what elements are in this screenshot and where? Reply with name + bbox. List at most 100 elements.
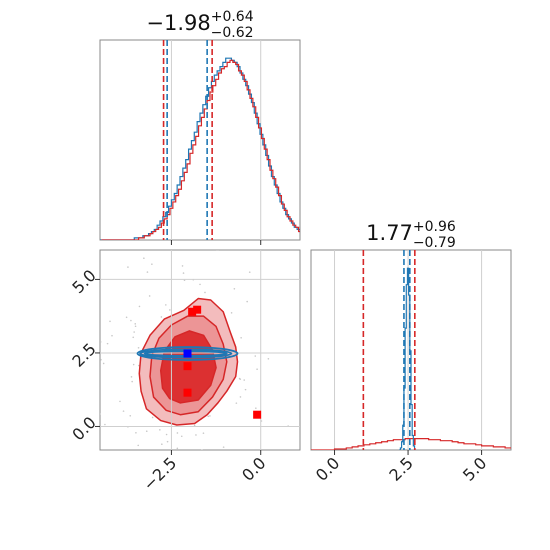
joint-sample-92 [244, 388, 247, 391]
joint-sample-111 [209, 415, 211, 417]
joint-sample-154 [181, 265, 184, 267]
joint-sample-141 [193, 424, 196, 427]
joint-sample-134 [134, 325, 137, 328]
joint-sample-73 [135, 431, 137, 434]
joint-sample-127 [159, 429, 161, 431]
hist-param2-xtick-label-1: 2.5 [385, 453, 416, 484]
joint-sample-102 [130, 319, 132, 322]
joint-sample-55 [127, 266, 129, 268]
joint-sample-84 [164, 304, 167, 306]
joint-sample-109 [151, 263, 153, 265]
joint-sample-29 [248, 271, 251, 273]
joint-sample-39 [177, 452, 179, 454]
joint-sample-99 [146, 271, 149, 273]
joint-sample-44 [137, 346, 140, 349]
hist-param2-series-1 [399, 267, 416, 450]
joint-sample-117 [240, 337, 242, 339]
joint-sample-23 [160, 316, 163, 318]
hist-param1-title: −1.98+0.64 −0.62 [146, 9, 253, 41]
hist-param2-frame [310, 249, 512, 451]
joint-sample-131 [122, 410, 125, 412]
joint-sample-40 [202, 432, 205, 434]
joint-sample-155 [133, 331, 135, 333]
joint-sample-82 [235, 402, 238, 404]
joint-xtick-label-0: −2.5 [139, 453, 180, 494]
joint-sample-37 [119, 400, 121, 403]
joint-sample-142 [233, 287, 236, 290]
joint-sample-122 [129, 414, 132, 417]
joint-sample-60 [125, 316, 128, 319]
joint-sample-28 [254, 355, 257, 357]
joint-sample-120 [180, 435, 183, 438]
joint-sample-124 [182, 272, 185, 274]
joint-sample-42 [246, 300, 248, 303]
joint-red-marker-4 [253, 410, 262, 419]
joint-red-marker-3 [183, 388, 192, 397]
joint-red-marker-2 [183, 362, 192, 371]
joint-sample-15 [137, 364, 140, 367]
hist-param2-xtick-label-2: 5.0 [459, 453, 490, 484]
joint-sample-144 [134, 323, 137, 325]
joint-sample-126 [255, 407, 257, 409]
joint-sample-153 [256, 368, 258, 370]
joint-sample-81 [138, 305, 141, 308]
joint-sample-21 [169, 487, 171, 489]
joint-sample-59 [176, 447, 179, 450]
joint-sample-89 [104, 423, 106, 426]
joint-sample-76 [132, 363, 135, 366]
joint-xtick-label-1: 0.0 [238, 453, 269, 484]
joint-blue-contour-2 [136, 346, 239, 361]
joint-sample-71 [267, 358, 270, 360]
joint-sample-67 [161, 443, 163, 446]
joint-sample-103 [177, 475, 179, 477]
joint-sample-50 [183, 452, 185, 454]
hist-param1-frame [99, 39, 301, 241]
joint-sample-80 [239, 378, 242, 380]
joint-sample-38 [92, 342, 94, 344]
joint-sample-112 [148, 295, 151, 297]
joint-red-marker-0 [188, 307, 197, 316]
joint-sample-13 [222, 446, 225, 448]
joint-sample-78 [176, 432, 179, 434]
hist-param2-series-0 [311, 438, 511, 450]
joint-sample-123 [100, 358, 102, 361]
joint-sample-88 [166, 440, 169, 443]
joint-sample-31 [230, 312, 233, 314]
joint-sample-77 [100, 413, 101, 415]
joint-ytick-label-2: 5.0 [68, 266, 99, 297]
joint-sample-22 [151, 416, 154, 419]
joint-sample-129 [131, 380, 133, 383]
joint-sample-51 [239, 396, 242, 398]
joint-sample-62 [102, 362, 105, 365]
joint-sample-19 [111, 334, 113, 337]
joint-sample-108 [204, 291, 206, 294]
joint-sample-54 [137, 444, 140, 447]
joint-sample-33 [145, 430, 148, 433]
hist-param1-series-1 [101, 59, 300, 240]
joint-sample-85 [169, 309, 171, 311]
joint-sample-9 [106, 342, 109, 345]
joint-sample-106 [218, 457, 220, 459]
hist-param2-title: 1.77+0.96 −0.79 [366, 219, 456, 251]
joint-ytick-label-1: 2.5 [68, 339, 99, 370]
joint-sample-43 [93, 289, 95, 291]
joint-blue-contour-1 [139, 348, 233, 359]
joint-ytick-label-0: 0.0 [68, 413, 99, 444]
joint-sample-86 [199, 283, 201, 286]
hist-param2-xtick-label-0: 0.0 [312, 453, 343, 484]
joint-sample-61 [101, 455, 103, 457]
joint-sample-93 [201, 449, 203, 450]
joint-sample-12 [219, 241, 221, 243]
joint-red-marker-1 [193, 305, 202, 314]
joint-sample-56 [143, 257, 145, 260]
joint-sample-8 [207, 415, 210, 418]
joint-sample-149 [130, 376, 133, 378]
joint-sample-32 [132, 336, 135, 339]
joint-sample-79 [109, 320, 111, 323]
joint-sample-101 [195, 434, 197, 436]
joint-sample-132 [243, 379, 246, 381]
joint-blue-marker-0 [183, 349, 192, 358]
joint-sample-136 [216, 250, 219, 252]
joint-sample-138 [232, 451, 234, 453]
